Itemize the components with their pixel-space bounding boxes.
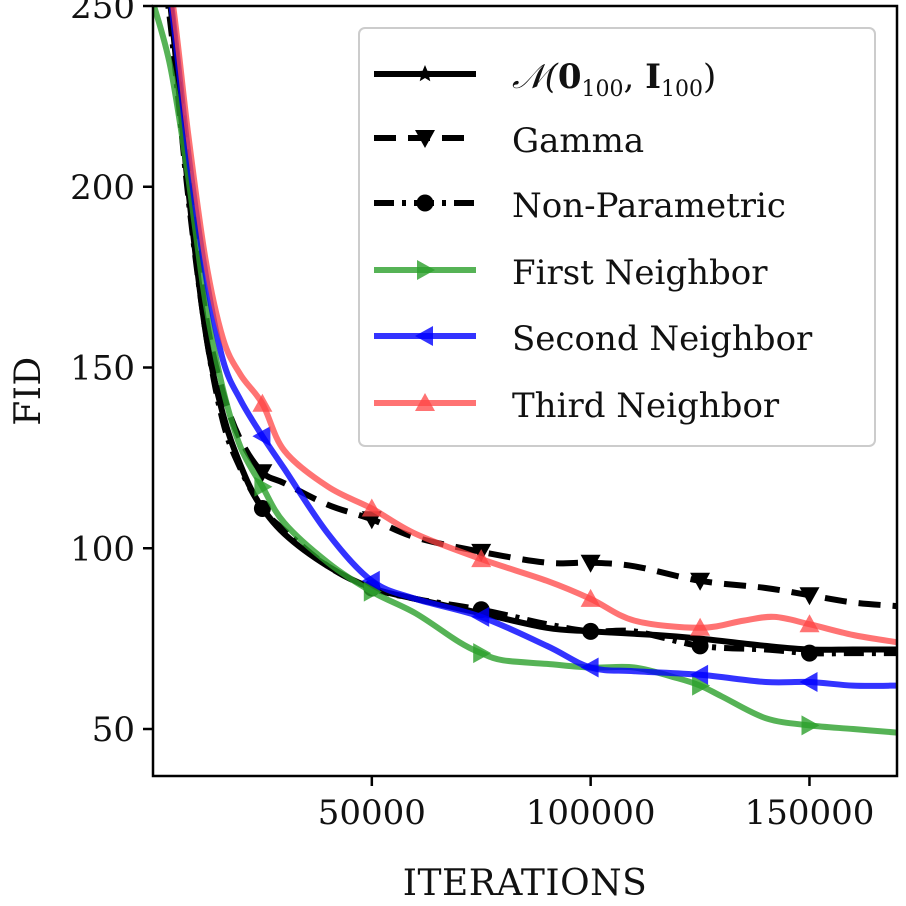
x-tick-label-1: 100000 — [526, 793, 656, 833]
legend-marker-gamma — [415, 130, 435, 148]
marker-third-neighbor-0 — [252, 393, 273, 412]
legend-label-second-neighbor: Second Neighbor — [512, 319, 813, 359]
marker-first-neighbor-0 — [254, 476, 273, 497]
x-tick-label-2: 150000 — [745, 793, 875, 833]
legend-label-non-parametric: Non-Parametric — [512, 186, 786, 226]
y-tick-label-4: 250 — [70, 0, 135, 27]
legend-marker-non-parametric — [416, 194, 434, 212]
series-third-neighbor — [170, 6, 897, 646]
legend-box — [358, 27, 876, 447]
marker-gamma-5 — [799, 587, 820, 606]
legend-label-first-neighbor: First Neighbor — [512, 253, 768, 293]
legend-label-gamma: Gamma — [512, 121, 644, 161]
series-layer — [153, 6, 897, 736]
marker-non-parametric-5 — [800, 644, 818, 662]
x-tick-label-0: 50000 — [318, 793, 426, 833]
y-tick-label-2: 150 — [70, 349, 135, 389]
marker-first-neighbor-2 — [473, 643, 492, 664]
marker-first-neighbor-3 — [692, 675, 711, 696]
marker-first-neighbor-4 — [801, 715, 820, 736]
legend-handles — [374, 65, 476, 411]
marker-second-neighbor-5 — [799, 672, 818, 692]
marker-third-neighbor-5 — [799, 614, 820, 633]
marker-third-neighbor-4 — [690, 617, 711, 636]
marker-non-parametric-4 — [691, 637, 709, 655]
marker-gamma-4 — [690, 572, 711, 591]
marker-second-neighbor-3 — [580, 657, 599, 678]
x-axis-label: ITERATIONS — [403, 863, 648, 904]
legend-marker-third-neighbor — [415, 393, 435, 411]
legend-marker-first-neighbor — [417, 260, 435, 280]
series-line-first-neighbor — [153, 6, 897, 736]
y-tick-label-3: 200 — [70, 168, 135, 208]
marker-non-parametric-3 — [582, 622, 600, 640]
marker-third-neighbor-2 — [471, 549, 492, 568]
marker-gamma-0 — [252, 464, 273, 483]
marker-third-neighbor-3 — [580, 588, 601, 607]
axes-layer: 50000 100000 150000 50 100 150 200 250 — [70, 0, 874, 833]
y-axis-label: FID — [8, 356, 49, 426]
marker-second-neighbor-0 — [252, 426, 271, 447]
series-line-third-neighbor — [170, 6, 897, 646]
marker-second-neighbor-4 — [690, 664, 709, 685]
marker-non-parametric-0 — [253, 499, 271, 517]
marker-third-neighbor-1 — [361, 498, 382, 517]
marker-first-neighbor-1 — [363, 581, 382, 602]
y-tick-label-0: 50 — [92, 710, 135, 750]
legend-label-normal: 𝒩(0100, I100) — [512, 57, 716, 102]
marker-second-neighbor-2 — [471, 606, 490, 627]
legend-marker-n-0-100-i-100 — [416, 65, 434, 82]
legend-marker-second-neighbor — [415, 326, 433, 346]
y-tick-label-1: 100 — [70, 529, 135, 569]
plot-frame — [151, 4, 899, 778]
marker-second-neighbor-1 — [361, 570, 380, 591]
series-first-neighbor — [153, 6, 897, 736]
legend-label-third-neighbor: Third Neighbor — [512, 386, 780, 426]
legend: 𝒩(0100, I100) Gamma Non-Parametric First… — [358, 27, 876, 447]
marker-gamma-3 — [580, 554, 601, 573]
